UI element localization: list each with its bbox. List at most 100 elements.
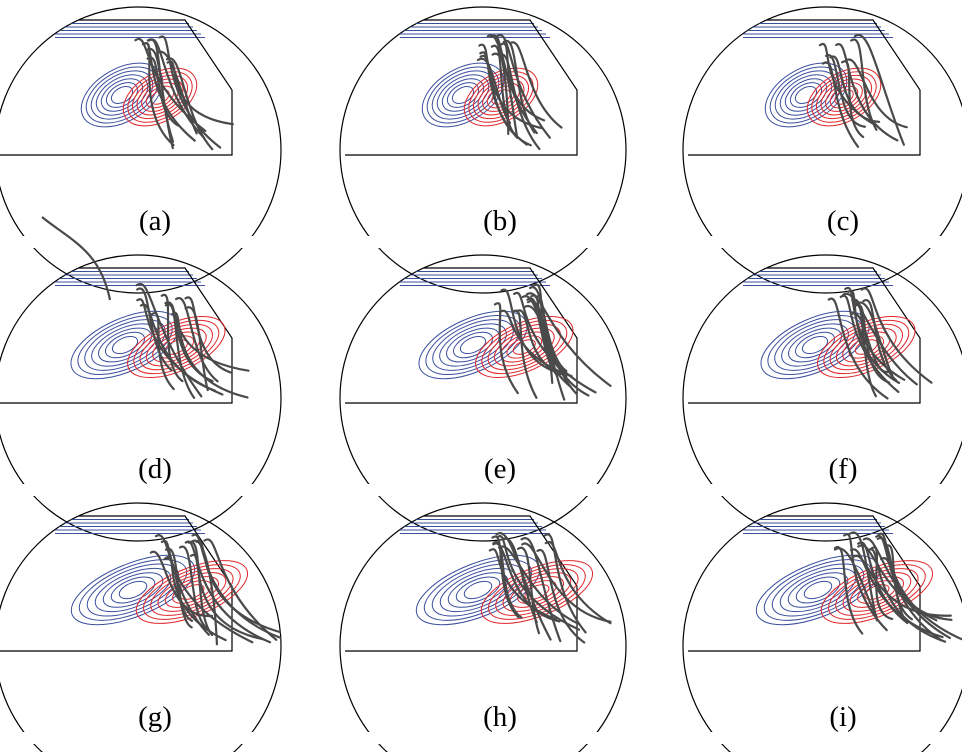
domain-circle [0,502,282,752]
domain-boundary [345,19,578,156]
field-line [500,288,557,373]
field-lines [827,286,933,400]
field-line [536,548,586,644]
negative-contour [769,66,843,124]
horizontal-field-lines [400,19,550,38]
domain-circle [682,502,962,752]
panel-label: (b) [483,205,517,237]
negative-contour [77,314,173,376]
field-line [839,294,900,393]
domain-boundary [0,19,233,156]
field-line [478,43,528,146]
panel-label: (g) [138,701,172,733]
positive-contour [143,564,241,620]
field-line [862,299,898,382]
field-line [842,292,918,386]
field-line [141,42,196,142]
positive-contour [475,315,574,379]
field-line [870,546,894,621]
field-line [835,43,899,142]
negative-contour [794,331,836,359]
field-line [41,216,112,301]
field-lines [833,531,962,643]
horizontal-field-lines [55,515,205,534]
field-line [862,537,951,640]
negative-contour [463,580,493,600]
panel-g: (g) [0,502,290,752]
negative-contour [803,580,833,600]
field-line [851,298,877,398]
field-line [528,286,568,373]
negative-contour [423,559,533,621]
field-lines [134,35,234,151]
horizontal-field-lines [743,19,893,38]
negative-contour [801,335,829,355]
negative-contour [104,331,146,359]
field-line [499,42,546,122]
field-line [187,540,214,637]
domain-boundary [688,19,921,156]
horizontal-field-lines [55,267,205,286]
field-line [495,34,551,139]
panel-label: (e) [484,453,516,485]
field-line [508,41,563,129]
field-line [158,35,222,149]
field-line [520,537,562,643]
field-line [513,291,597,394]
field-line [867,548,947,643]
field-line [877,532,962,641]
field-line [521,295,578,396]
field-line [164,547,194,623]
negative-contour [84,319,166,371]
panel-label: (d) [138,453,172,485]
field-lines [493,283,612,401]
field-line [849,548,944,639]
negative-contour [764,62,848,128]
contour-set [421,62,539,128]
horizontal-field-lines [743,267,893,286]
domain-circle [682,6,962,294]
panel-label: (a) [139,205,171,237]
domain-boundary [0,267,233,404]
field-line [492,542,561,623]
domain-circle [0,254,282,542]
contour-set [418,310,574,380]
field-line [850,312,891,373]
domain-circle [339,254,627,542]
domain-boundary [345,515,578,652]
negative-contour [455,576,501,604]
negative-contour [459,335,487,355]
horizontal-field-lines [400,515,550,534]
negative-contour [439,323,507,367]
field-line [493,302,519,395]
field-line [544,540,612,625]
positive-contour [145,327,207,367]
negative-contour [105,82,139,108]
field-line [850,38,878,131]
field-line [165,57,214,151]
field-line [525,292,612,387]
field-lines [818,33,908,148]
negative-contour [118,580,148,600]
field-line [490,44,518,139]
field-line [136,287,173,372]
panel-d: (d) [0,254,290,542]
negative-contour [789,82,823,108]
field-line [160,293,184,383]
positive-contour [150,568,234,616]
negative-contour [102,572,164,608]
field-line [136,298,224,396]
field-lines [488,532,612,644]
positive-contour [517,580,557,604]
panel-h: (h) [339,502,635,752]
field-line [491,52,519,139]
negative-contour [767,314,863,376]
domain-boundary [688,515,921,652]
field-line [501,537,538,624]
field-line [164,301,196,399]
field-line [857,544,938,622]
positive-contour [127,315,226,379]
horizontal-field-lines [743,515,893,534]
domain-circle [682,254,962,542]
domain-boundary [345,267,578,404]
